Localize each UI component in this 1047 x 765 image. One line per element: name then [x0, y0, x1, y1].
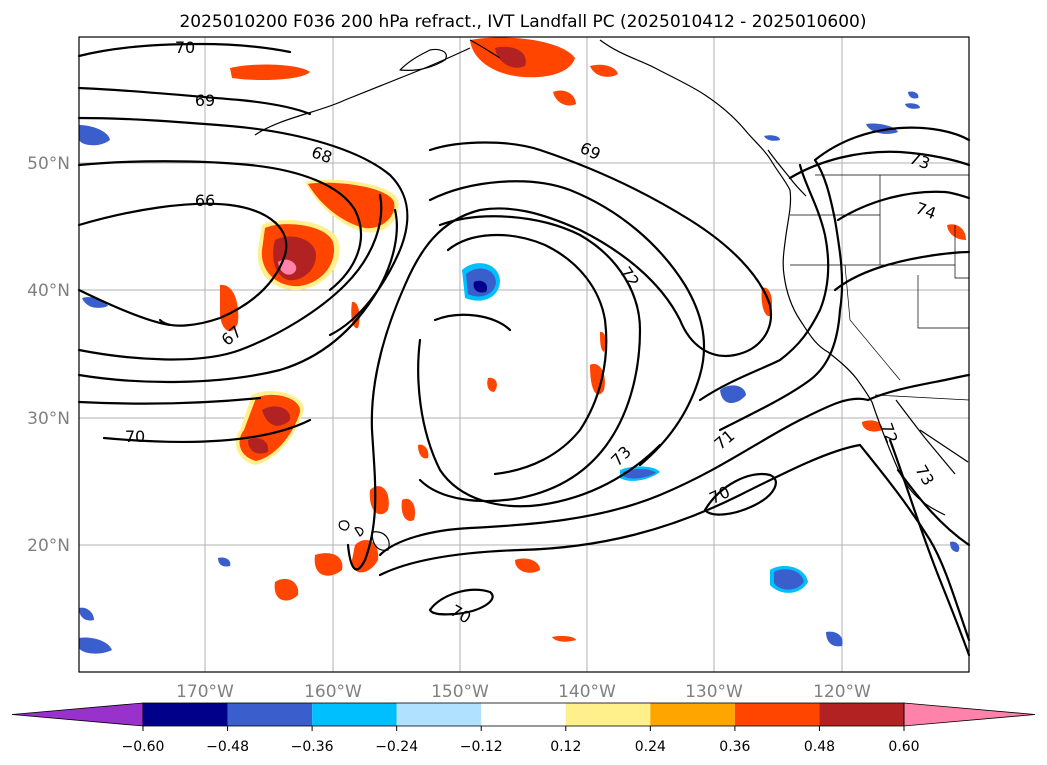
colorbar-tick-label: 0.12: [550, 739, 581, 755]
shade-blob: [220, 284, 239, 332]
lat-label: 40°N: [27, 281, 70, 301]
contour-label: 69: [195, 91, 215, 110]
shade-blob: [905, 103, 920, 109]
shade-blob: [352, 540, 379, 573]
figure-title: 2025010200 F036 200 hPa refract., IVT La…: [179, 12, 866, 32]
shade-blob: [248, 438, 269, 454]
shade-blob: [351, 301, 360, 329]
shade-blob: [826, 631, 843, 647]
colorbar-segment: [396, 703, 482, 726]
colorbar-tick-label: −0.48: [206, 739, 249, 755]
colorbar-segment: [565, 703, 651, 726]
colorbar: [11, 702, 1036, 727]
shade-blob: [590, 64, 618, 77]
lon-label: 130°W: [685, 682, 743, 702]
lat-label: 50°N: [27, 154, 70, 174]
shade-blob: [79, 637, 112, 654]
lon-label: 120°W: [813, 682, 871, 702]
colorbar-frame: [142, 702, 905, 727]
refractivity-contours: [77, 42, 971, 657]
shade-blob: [553, 90, 576, 106]
contour-label: 70: [125, 427, 145, 446]
shade-blob: [552, 636, 576, 642]
colorbar-segment: [819, 703, 904, 726]
lon-label: 160°W: [304, 682, 362, 702]
latitude-labels: 50°N 40°N 30°N 20°N: [27, 154, 70, 556]
contour-label: 70: [175, 38, 195, 57]
shade-blob: [401, 498, 416, 521]
shade-blob: [274, 578, 299, 601]
shade-blob: [218, 557, 231, 567]
shade-blob: [487, 377, 497, 392]
shade-blob: [262, 406, 291, 426]
shade-blob: [720, 385, 746, 404]
lon-label: 140°W: [558, 682, 616, 702]
longitude-labels: 170°W 160°W 150°W 140°W 130°W 120°W: [176, 682, 871, 702]
colorbar-extend-right: [903, 702, 1036, 727]
shading-positive: [220, 37, 966, 642]
map-panel: 70 69 68 66 67 70 69 72 73 71 70 70 73 7…: [77, 36, 971, 673]
colorbar-segment: [734, 703, 820, 726]
colorbar-segment: [650, 703, 735, 726]
colorbar-tick-label: 0.24: [635, 739, 666, 755]
shade-blob: [515, 558, 540, 573]
lat-label: 30°N: [27, 409, 70, 429]
colorbar-segment: [143, 703, 228, 726]
shade-blob: [230, 64, 310, 80]
colorbar-tick-label: 0.36: [719, 739, 750, 755]
shade-blob: [761, 287, 773, 317]
shade-blob: [79, 607, 94, 621]
shade-blob: [947, 224, 966, 240]
colorbar-tick-label: −0.60: [122, 739, 165, 755]
lon-label: 150°W: [431, 682, 489, 702]
shade-blob: [774, 569, 804, 590]
colorbar-tick-label: −0.24: [375, 739, 418, 755]
shade-blob: [600, 331, 607, 352]
colorbar-extend-left: [11, 702, 144, 727]
colorbar-tick-labels: −0.60 −0.48 −0.36 −0.24 −0.12 0.12 0.24 0.36 0.4…: [122, 726, 920, 755]
shade-blob: [82, 297, 108, 308]
shade-blob: [314, 553, 343, 576]
shade-blob: [764, 135, 780, 141]
contour-label: 66: [195, 191, 215, 210]
shade-blob: [418, 444, 429, 459]
map-frame: [78, 36, 970, 673]
shade-blob: [79, 125, 110, 146]
shade-blob: [862, 420, 883, 432]
colorbar-tick-label: −0.36: [291, 739, 334, 755]
shade-blob: [590, 363, 605, 395]
shade-blob: [950, 541, 960, 552]
colorbar-tick-label: −0.12: [460, 739, 503, 755]
colorbar-segment: [312, 703, 397, 726]
shade-blob: [623, 469, 656, 479]
colorbar-tick-label: 0.48: [804, 739, 835, 755]
colorbar-tick-label: 0.60: [888, 739, 919, 755]
shade-blob: [495, 46, 526, 68]
colorbar-segment: [481, 703, 566, 726]
shade-blob: [908, 91, 919, 99]
shade-blob: [473, 280, 488, 293]
colorbar-segment: [227, 703, 313, 726]
lat-label: 20°N: [27, 536, 70, 556]
lon-label: 170°W: [176, 682, 234, 702]
